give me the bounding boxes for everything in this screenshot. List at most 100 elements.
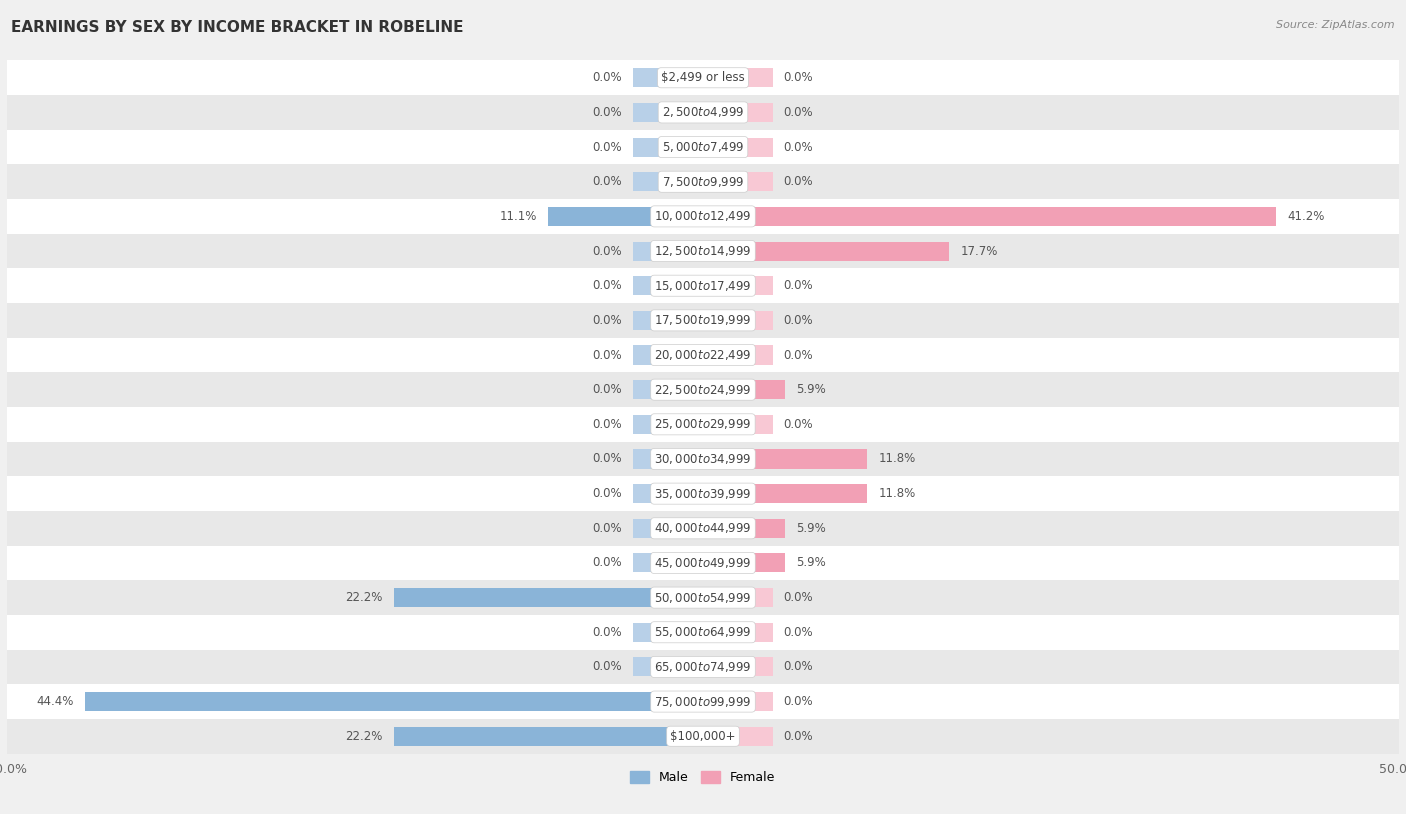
Bar [633, 68, 703, 87]
Text: 0.0%: 0.0% [593, 106, 623, 119]
Text: 0.0%: 0.0% [593, 626, 623, 639]
Bar [394, 727, 703, 746]
Text: $75,000 to $99,999: $75,000 to $99,999 [654, 694, 752, 708]
Legend: Male, Female: Male, Female [626, 766, 780, 790]
Bar [7, 199, 1399, 234]
Text: $10,000 to $12,499: $10,000 to $12,499 [654, 209, 752, 223]
Bar [633, 276, 703, 295]
Text: $50,000 to $54,999: $50,000 to $54,999 [654, 591, 752, 605]
Bar [548, 207, 703, 226]
Text: $5,000 to $7,499: $5,000 to $7,499 [662, 140, 744, 154]
Bar [633, 173, 703, 191]
Text: 11.8%: 11.8% [879, 453, 915, 466]
Bar [703, 484, 773, 503]
Text: 0.0%: 0.0% [783, 660, 813, 673]
Bar [703, 588, 773, 607]
Bar [84, 692, 703, 711]
Bar [7, 269, 1399, 303]
Bar [703, 173, 773, 191]
Bar [7, 338, 1399, 372]
Bar [703, 554, 785, 572]
Text: $12,500 to $14,999: $12,500 to $14,999 [654, 244, 752, 258]
Text: 0.0%: 0.0% [593, 348, 623, 361]
Text: 0.0%: 0.0% [593, 141, 623, 154]
Text: 0.0%: 0.0% [593, 314, 623, 327]
Text: $40,000 to $44,999: $40,000 to $44,999 [654, 521, 752, 536]
Text: $25,000 to $29,999: $25,000 to $29,999 [654, 418, 752, 431]
Bar [703, 103, 773, 122]
Text: $20,000 to $22,499: $20,000 to $22,499 [654, 348, 752, 362]
Bar [633, 519, 703, 538]
Bar [703, 623, 773, 641]
Text: 0.0%: 0.0% [783, 348, 813, 361]
Bar [7, 719, 1399, 754]
Text: $35,000 to $39,999: $35,000 to $39,999 [654, 487, 752, 501]
Bar [703, 658, 773, 676]
Bar [703, 207, 1277, 226]
Text: 0.0%: 0.0% [783, 106, 813, 119]
Bar [703, 519, 773, 538]
Bar [633, 345, 703, 365]
Bar [7, 129, 1399, 164]
Bar [633, 588, 703, 607]
Bar [7, 615, 1399, 650]
Text: 0.0%: 0.0% [783, 591, 813, 604]
Text: 0.0%: 0.0% [593, 244, 623, 257]
Text: 0.0%: 0.0% [783, 418, 813, 431]
Text: 0.0%: 0.0% [783, 626, 813, 639]
Text: 0.0%: 0.0% [593, 175, 623, 188]
Text: 5.9%: 5.9% [796, 383, 825, 396]
Text: 0.0%: 0.0% [593, 522, 623, 535]
Bar [703, 519, 785, 538]
Text: 41.2%: 41.2% [1288, 210, 1324, 223]
Text: $2,499 or less: $2,499 or less [661, 72, 745, 85]
Bar [703, 276, 773, 295]
Bar [633, 242, 703, 260]
Bar [7, 234, 1399, 269]
Text: 0.0%: 0.0% [593, 279, 623, 292]
Text: 0.0%: 0.0% [593, 487, 623, 500]
Bar [703, 449, 868, 469]
Bar [7, 545, 1399, 580]
Text: 0.0%: 0.0% [593, 557, 623, 570]
Text: 0.0%: 0.0% [593, 383, 623, 396]
Text: $65,000 to $74,999: $65,000 to $74,999 [654, 660, 752, 674]
Bar [703, 207, 773, 226]
Text: 0.0%: 0.0% [783, 695, 813, 708]
Text: 44.4%: 44.4% [37, 695, 75, 708]
Bar [7, 407, 1399, 442]
Bar [633, 207, 703, 226]
Bar [633, 658, 703, 676]
Text: EARNINGS BY SEX BY INCOME BRACKET IN ROBELINE: EARNINGS BY SEX BY INCOME BRACKET IN ROB… [11, 20, 464, 34]
Bar [7, 60, 1399, 95]
Text: Source: ZipAtlas.com: Source: ZipAtlas.com [1277, 20, 1395, 29]
Text: 0.0%: 0.0% [783, 279, 813, 292]
Bar [633, 380, 703, 399]
Bar [7, 95, 1399, 129]
Text: 0.0%: 0.0% [593, 660, 623, 673]
Text: $45,000 to $49,999: $45,000 to $49,999 [654, 556, 752, 570]
Text: 5.9%: 5.9% [796, 522, 825, 535]
Bar [633, 311, 703, 330]
Bar [703, 242, 773, 260]
Text: $2,500 to $4,999: $2,500 to $4,999 [662, 106, 744, 120]
Bar [7, 164, 1399, 199]
Bar [7, 303, 1399, 338]
Text: 0.0%: 0.0% [593, 418, 623, 431]
Text: $22,500 to $24,999: $22,500 to $24,999 [654, 383, 752, 396]
Bar [703, 380, 773, 399]
Text: 17.7%: 17.7% [960, 244, 998, 257]
Text: 0.0%: 0.0% [783, 314, 813, 327]
Bar [7, 580, 1399, 615]
Bar [703, 554, 773, 572]
Bar [633, 623, 703, 641]
Bar [703, 311, 773, 330]
Bar [703, 415, 773, 434]
Text: $17,500 to $19,999: $17,500 to $19,999 [654, 313, 752, 327]
Bar [633, 554, 703, 572]
Bar [703, 449, 773, 469]
Bar [703, 68, 773, 87]
Bar [394, 588, 703, 607]
Bar [703, 727, 773, 746]
Bar [703, 138, 773, 156]
